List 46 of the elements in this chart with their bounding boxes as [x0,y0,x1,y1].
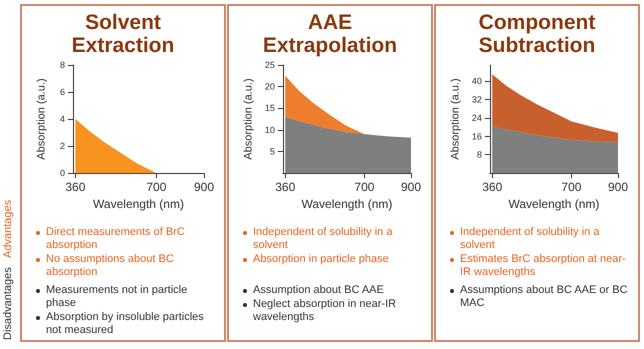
x-tick-label: 900 [400,180,422,194]
y-tick-label: 0 [60,168,65,178]
y-tick-label: 25 [264,60,275,70]
y-tick-label: 10 [264,124,275,135]
chart-title: Component Subtraction [478,11,596,57]
chart-title: Solvent Extraction [70,11,176,57]
text: Estimates BrC absorption at near-IR wavelengths [460,253,627,279]
x-tick-label: 360 [65,180,86,194]
y-tick-label: 4 [60,114,65,124]
y-tick-label: 32 [472,94,482,104]
text: Disadvantages [2,266,14,342]
y-tick-label: 5 [270,146,275,156]
y-tick-label: 15 [264,103,275,114]
x-axis-title: Wavelength (nm) [93,197,184,211]
y-tick-label: 2 [60,141,65,152]
x-axis-title: Wavelength (nm) [508,197,600,211]
y-tick-label: 40 [472,76,482,86]
y-tick-label: 8 [60,60,65,70]
y-axis-title: Absorption (a.u.) [242,78,254,160]
text: Assumption about BC AAE [253,284,384,297]
text: Measurements not in particle phase [46,284,188,310]
y-axis-title: Absorption (a.u.) [450,78,462,160]
text: Advantages [2,198,14,260]
y-tick-label: 20 [264,82,275,92]
x-tick-label: 360 [482,180,503,194]
y-tick-label: 24 [472,112,482,123]
text: Direct measurements of BrC absorption [46,226,186,252]
text: Absorption in particle phase [253,253,389,266]
text: Absorption by insoluble particles not measured [46,311,205,337]
y-tick-label: 16 [472,131,482,142]
y-tick-label: 8 [476,150,482,160]
text: Independent of solubility in a solvent [460,226,600,252]
text: Neglect absorption in near-IR wavelengths [253,298,398,324]
x-tick-label: 900 [608,180,628,194]
y-axis-title: Absorption (a.u.) [36,78,48,160]
x-tick-label: 900 [194,180,214,194]
chart-title: AAE Extrapolation [262,11,398,57]
text: No assumptions about BC absorption [46,253,175,279]
text: Independent of solubility in a solvent [253,226,394,252]
y-tick-label: 6 [60,87,65,98]
x-tick-label: 700 [561,180,582,194]
x-tick-label: 360 [275,180,296,194]
x-axis-title: Wavelength (nm) [301,197,392,211]
x-tick-label: 700 [146,180,167,194]
text: Assumptions about BC AAE or BC MAC [460,284,629,310]
x-tick-label: 700 [354,180,375,194]
